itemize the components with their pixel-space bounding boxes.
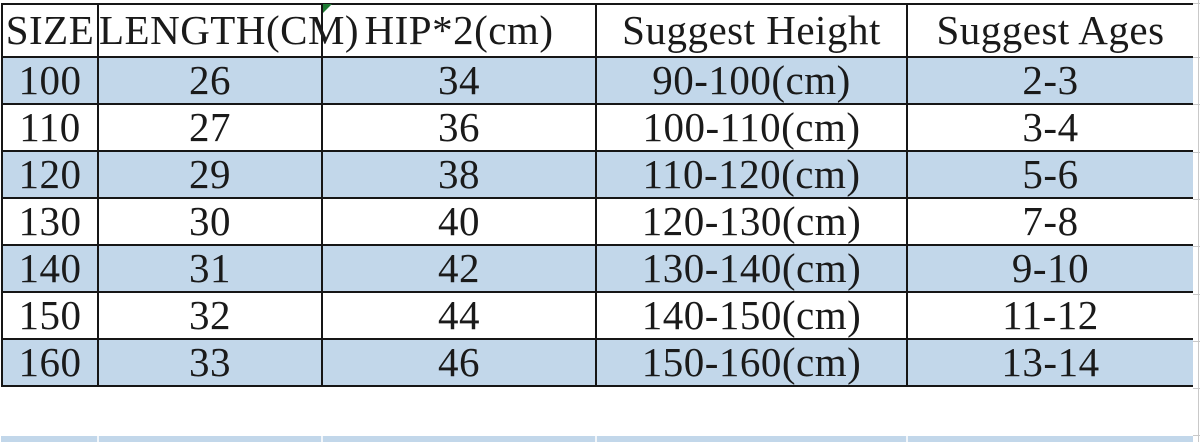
column-header-suggest-ages: Suggest Ages [906, 3, 1195, 58]
cell-size: 140 [1, 244, 99, 293]
cell-size: 150 [1, 291, 99, 340]
gridline [1193, 341, 1200, 342]
cell-length: 26 [97, 56, 323, 105]
cell-height: 90-100(cm) [595, 56, 908, 105]
column-header-hip: HIP*2(cm) [321, 3, 597, 58]
gridline [97, 436, 99, 442]
table-row: 150 32 44 140-150(cm) 11-12 [1, 291, 1195, 340]
cell-ages: 7-8 [906, 197, 1195, 246]
gridline [1193, 104, 1200, 105]
cell-length: 29 [97, 150, 323, 199]
gridline [1198, 0, 1199, 442]
cell-hip: 38 [321, 150, 597, 199]
cell-size: 100 [1, 56, 99, 105]
cell-height: 150-160(cm) [595, 338, 908, 387]
table-body: 100 26 34 90-100(cm) 2-3 110 27 36 100-1… [1, 56, 1195, 387]
cell-size: 110 [1, 103, 99, 152]
gridline [1193, 294, 1200, 295]
cell-height: 100-110(cm) [595, 103, 908, 152]
cell-hip: 40 [321, 197, 597, 246]
cell-hip: 46 [321, 338, 597, 387]
cell-height: 110-120(cm) [595, 150, 908, 199]
size-chart-table: SIZE LENGTH(CM) HIP*2(cm) Suggest Height… [1, 3, 1195, 387]
cell-hip: 44 [321, 291, 597, 340]
gridline [1193, 57, 1200, 58]
column-header-suggest-height: Suggest Height [595, 3, 908, 58]
gridline [1193, 152, 1200, 153]
cell-ages: 2-3 [906, 56, 1195, 105]
gridline [1193, 435, 1200, 436]
gridline [595, 436, 597, 442]
table-row: 120 29 38 110-120(cm) 5-6 [1, 150, 1195, 199]
header-row: SIZE LENGTH(CM) HIP*2(cm) Suggest Height… [1, 3, 1195, 58]
gridline [1193, 246, 1200, 247]
cell-ages: 13-14 [906, 338, 1195, 387]
cell-ages: 9-10 [906, 244, 1195, 293]
cell-error-marker-icon [323, 4, 332, 13]
cell-height: 140-150(cm) [595, 291, 908, 340]
cell-ages: 11-12 [906, 291, 1195, 340]
column-header-length: LENGTH(CM) [97, 3, 359, 58]
gridline [1193, 199, 1200, 200]
cropped-next-column [1193, 0, 1200, 442]
cell-hip: 34 [321, 56, 597, 105]
cell-hip: 42 [321, 244, 597, 293]
cropped-next-row [1, 436, 1193, 442]
cell-height: 120-130(cm) [595, 197, 908, 246]
cell-size: 160 [1, 338, 99, 387]
gridline [906, 436, 908, 442]
cell-ages: 3-4 [906, 103, 1195, 152]
cell-length: 33 [97, 338, 323, 387]
gridline [1193, 388, 1200, 389]
cell-hip: 36 [321, 103, 597, 152]
table-header: SIZE LENGTH(CM) HIP*2(cm) Suggest Height… [1, 3, 1195, 58]
cell-length: 32 [97, 291, 323, 340]
table-row: 110 27 36 100-110(cm) 3-4 [1, 103, 1195, 152]
cell-size: 130 [1, 197, 99, 246]
gridline [321, 436, 323, 442]
cell-length: 31 [97, 244, 323, 293]
table-row: 160 33 46 150-160(cm) 13-14 [1, 338, 1195, 387]
cell-length: 27 [97, 103, 323, 152]
cell-ages: 5-6 [906, 150, 1195, 199]
gridline [1193, 3, 1200, 4]
cell-height: 130-140(cm) [595, 244, 908, 293]
table-row: 130 30 40 120-130(cm) 7-8 [1, 197, 1195, 246]
cell-length: 30 [97, 197, 323, 246]
table-row: 100 26 34 90-100(cm) 2-3 [1, 56, 1195, 105]
column-header-size: SIZE [1, 3, 99, 58]
cell-size: 120 [1, 150, 99, 199]
table-row: 140 31 42 130-140(cm) 9-10 [1, 244, 1195, 293]
